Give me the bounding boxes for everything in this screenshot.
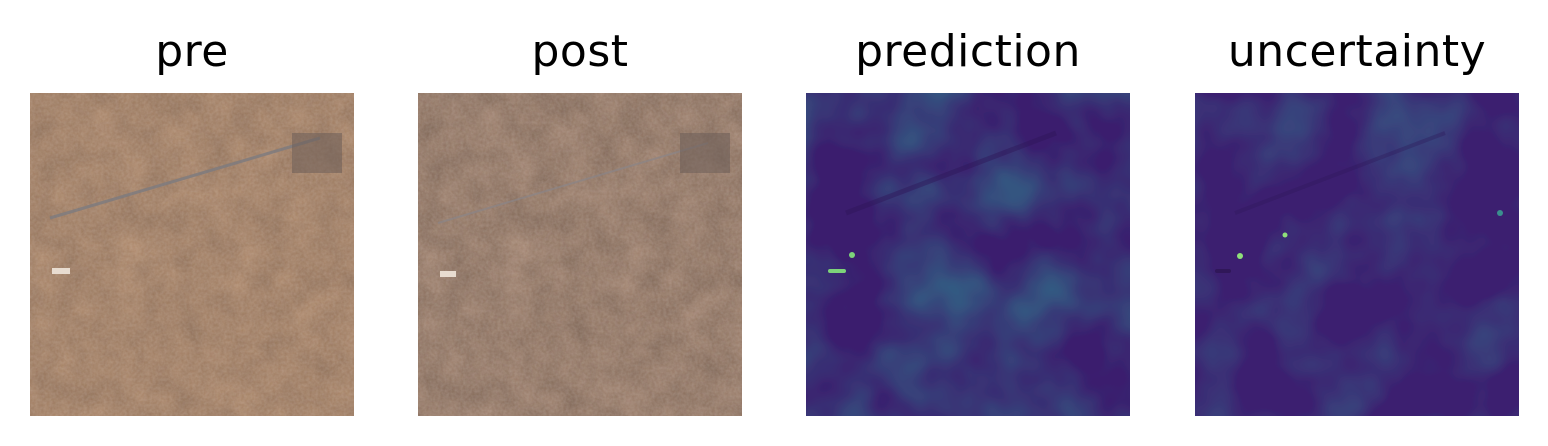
post-panel: post <box>418 0 742 446</box>
uncertainty-title: uncertainty <box>1227 26 1487 77</box>
post-image <box>418 93 742 416</box>
pre-title: pre <box>155 26 229 77</box>
prediction-heatmap <box>806 93 1130 416</box>
pre-panel: pre <box>30 0 354 446</box>
uncertainty-heatmap <box>1195 93 1519 416</box>
uncertainty-panel: uncertainty <box>1195 0 1519 446</box>
post-title: post <box>531 26 629 77</box>
prediction-panel: prediction <box>806 0 1130 446</box>
pre-image <box>30 93 354 416</box>
prediction-title: prediction <box>855 26 1081 77</box>
